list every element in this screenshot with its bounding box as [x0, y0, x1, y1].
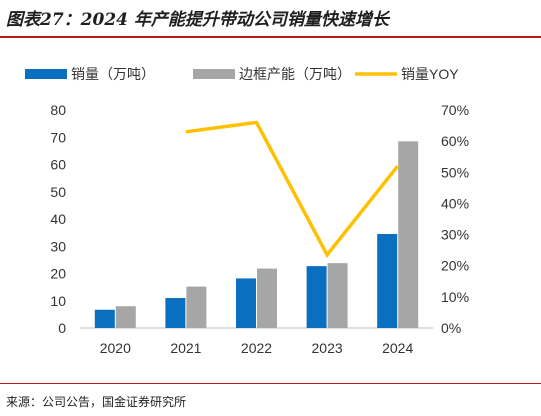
x-tick-label: 2023: [312, 340, 343, 356]
y2-tick-label: 0%: [441, 320, 461, 336]
bars: [94, 141, 419, 328]
y-tick-label: 80: [50, 102, 66, 118]
y2-tick-label: 30%: [441, 227, 469, 243]
y2-tick-label: 20%: [441, 258, 469, 274]
volume-bar: [236, 278, 256, 328]
legend-swatch: [25, 69, 67, 79]
y-tick-label: 60: [50, 157, 66, 173]
legend-label: 边框产能（万吨）: [239, 66, 351, 82]
legend-swatch: [193, 69, 235, 79]
y-tick-label: 50: [50, 184, 66, 200]
figure-title: 图表27：2024 年产能提升带动公司销量快速增长: [6, 10, 389, 30]
y2-tick-label: 60%: [441, 133, 469, 149]
y2-tick-label: 40%: [441, 195, 469, 211]
y-tick-label: 20: [50, 266, 66, 282]
footer-divider: [0, 383, 541, 384]
capacity-bar: [398, 141, 419, 328]
y2-tick-label: 10%: [441, 289, 469, 305]
x-tick-label: 2022: [241, 340, 272, 356]
yoy-line: [185, 120, 400, 258]
legend-label: 销量YOY: [401, 66, 459, 82]
y-tick-label: 30: [50, 238, 66, 254]
capacity-bar: [257, 268, 277, 328]
volume-bar: [165, 298, 186, 328]
axes: 0 10 20 30 40 50 60 70 80 0% 10% 20% 30% 40% 50% 60% 70%…: [50, 102, 469, 356]
capacity-bar: [327, 263, 348, 328]
x-tick-label: 2024: [382, 340, 413, 356]
source-note: 来源：公司公告，国金证券研究所: [6, 395, 187, 409]
x-tick-label: 2020: [100, 340, 131, 356]
title-divider: [0, 36, 541, 38]
y-tick-label: 40: [50, 211, 66, 227]
volume-bar: [306, 266, 327, 328]
capacity-bar: [186, 286, 207, 328]
y2-tick-label: 70%: [441, 102, 469, 118]
volume-bar: [377, 233, 398, 328]
capacity-bar: [115, 306, 136, 328]
y-tick-label: 0: [58, 320, 66, 336]
y-tick-label: 10: [50, 293, 66, 309]
legend: 销量（万吨） 边框产能（万吨） 销量YOY: [25, 66, 459, 82]
legend-label: 销量（万吨）: [71, 66, 155, 82]
x-tick-label: 2021: [170, 340, 201, 356]
y-tick-label: 70: [50, 129, 66, 145]
y2-tick-label: 50%: [441, 164, 469, 180]
yoy-series-line: [185, 120, 400, 258]
volume-bar: [94, 309, 115, 328]
chart-canvas: 销量（万吨） 边框产能（万吨） 销量YOY 0 10 20 30 40 50 60 70 80 0% 1…: [25, 66, 469, 356]
